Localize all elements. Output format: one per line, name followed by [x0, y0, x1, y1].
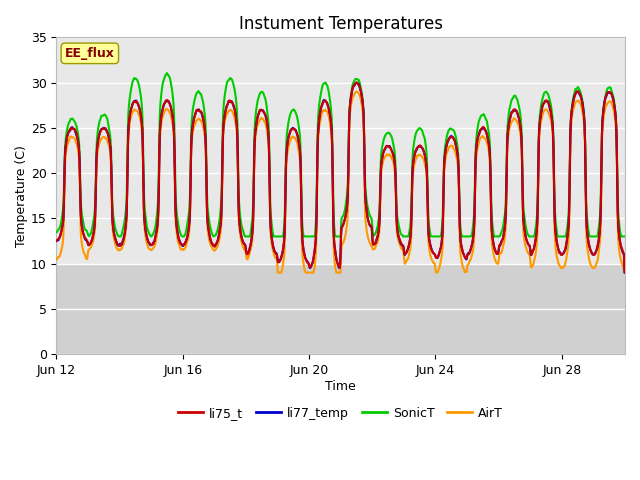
SonicT	[52, 229, 60, 235]
Title: Instument Temperatures: Instument Temperatures	[239, 15, 443, 33]
li77_temp	[548, 114, 556, 120]
li75_t	[621, 270, 629, 276]
Line: AirT: AirT	[56, 92, 625, 273]
Line: li77_temp: li77_temp	[56, 83, 625, 273]
AirT	[179, 246, 186, 252]
AirT	[142, 234, 150, 240]
li77_temp	[353, 80, 361, 85]
li75_t	[52, 238, 60, 244]
SonicT	[621, 234, 629, 240]
Line: li75_t: li75_t	[56, 83, 625, 273]
AirT	[259, 116, 266, 121]
AirT	[52, 256, 60, 262]
X-axis label: Time: Time	[325, 380, 356, 393]
li75_t	[142, 228, 150, 234]
li77_temp	[359, 103, 367, 108]
li77_temp	[52, 238, 60, 244]
li77_temp	[108, 175, 115, 180]
AirT	[621, 270, 629, 276]
li75_t	[359, 102, 367, 108]
Line: SonicT: SonicT	[56, 73, 625, 237]
li75_t	[353, 80, 360, 85]
Y-axis label: Temperature (C): Temperature (C)	[15, 145, 28, 247]
AirT	[108, 181, 115, 187]
SonicT	[163, 71, 171, 76]
SonicT	[142, 216, 150, 222]
li75_t	[548, 115, 556, 120]
SonicT	[548, 110, 556, 116]
li75_t	[179, 242, 186, 248]
SonicT	[259, 90, 267, 96]
AirT	[359, 114, 367, 120]
SonicT	[108, 164, 115, 170]
Bar	[56, 264, 625, 354]
AirT	[548, 123, 556, 129]
Text: EE_flux: EE_flux	[65, 47, 115, 60]
li77_temp	[179, 243, 186, 249]
li75_t	[259, 108, 266, 114]
Legend: li75_t, li77_temp, SonicT, AirT: li75_t, li77_temp, SonicT, AirT	[173, 402, 508, 424]
SonicT	[179, 234, 187, 240]
AirT	[274, 270, 282, 276]
SonicT	[115, 234, 122, 240]
li77_temp	[621, 270, 629, 276]
SonicT	[359, 103, 367, 109]
li77_temp	[621, 270, 628, 276]
li77_temp	[142, 228, 150, 234]
li75_t	[621, 270, 628, 276]
AirT	[353, 89, 360, 95]
li77_temp	[259, 108, 266, 113]
li75_t	[108, 175, 115, 181]
